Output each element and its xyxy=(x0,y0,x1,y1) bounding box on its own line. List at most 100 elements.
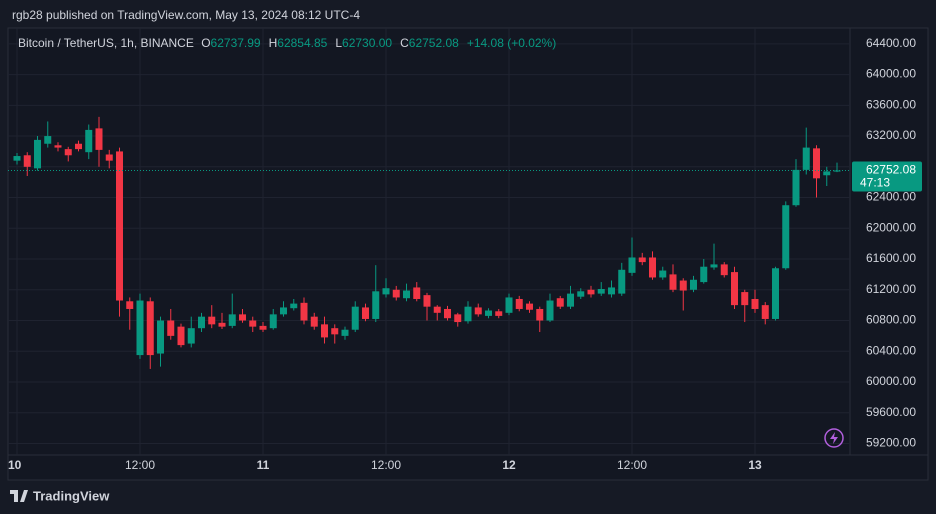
candle-body xyxy=(772,268,779,319)
candle-body xyxy=(782,205,790,269)
candle-body xyxy=(823,171,831,176)
y-tick-label: 61600.00 xyxy=(866,251,916,265)
alert-icon[interactable] xyxy=(824,428,844,448)
candle-body xyxy=(116,151,123,301)
candle-body xyxy=(85,129,93,153)
candle-body xyxy=(433,306,441,313)
candle-body xyxy=(239,314,246,321)
x-tick-label: 12:00 xyxy=(371,458,401,472)
candle-body xyxy=(259,325,267,330)
candle-body xyxy=(341,329,349,336)
candle-body xyxy=(690,279,697,290)
y-tick-label: 60400.00 xyxy=(866,343,916,357)
alert-bolt xyxy=(830,432,838,444)
candle-body xyxy=(44,136,52,144)
candle-body xyxy=(187,328,195,344)
candle-body xyxy=(741,292,749,306)
candle-body xyxy=(577,291,585,297)
ohlc-item: H62854.85 xyxy=(269,36,332,50)
candle-body xyxy=(13,156,21,161)
candle-body xyxy=(423,295,431,307)
candle-body xyxy=(300,302,308,321)
candle-body xyxy=(167,320,175,336)
candle-body xyxy=(177,326,185,346)
countdown: 47:13 xyxy=(860,176,890,190)
y-tick-label: 61200.00 xyxy=(866,282,916,296)
y-tick-label: 62400.00 xyxy=(866,190,916,204)
candle-body xyxy=(54,145,62,148)
candle-body xyxy=(105,154,113,161)
candle-body xyxy=(505,297,513,313)
candle-body xyxy=(464,306,472,322)
candle-body xyxy=(761,305,769,319)
candle-body xyxy=(269,314,277,329)
candle-body xyxy=(638,257,646,263)
last-price-label: 62752.08 xyxy=(866,163,916,177)
ohlc-value: 62737.99 xyxy=(210,36,261,50)
x-tick-label: 11 xyxy=(257,458,270,472)
candle-body xyxy=(731,272,738,306)
candle-body xyxy=(618,269,626,294)
y-tick-label: 63600.00 xyxy=(866,97,916,111)
ohlc-label: H xyxy=(268,36,278,50)
candle-body xyxy=(751,298,759,309)
candle-body xyxy=(659,270,667,278)
candle-body xyxy=(218,322,226,327)
candle-body xyxy=(649,257,656,278)
symbol: Bitcoin / TetherUS, 1h, BINANCE xyxy=(18,36,194,50)
candle-body xyxy=(249,320,257,327)
candle-body xyxy=(351,306,359,330)
candle-body xyxy=(403,290,410,299)
ohlc-item: C62752.08 xyxy=(400,36,463,50)
ohlc-value: 62752.08 xyxy=(408,36,459,50)
candle-body xyxy=(310,316,318,327)
ohlc-label: O xyxy=(201,36,211,50)
ohlc-item: L62730.00 xyxy=(335,36,396,50)
candle-body xyxy=(515,298,523,309)
candle-body xyxy=(126,301,134,309)
ohlc-label: C xyxy=(400,36,409,50)
ohlc-label: L xyxy=(335,36,343,50)
candle-body xyxy=(146,301,154,356)
candle-body xyxy=(556,298,564,307)
candle-body xyxy=(392,289,400,298)
y-tick-label: 59200.00 xyxy=(866,436,916,450)
candle-body xyxy=(34,139,41,169)
candle-body xyxy=(526,303,533,310)
candle-body xyxy=(362,307,369,319)
candle-body xyxy=(710,264,718,268)
candle-body xyxy=(700,266,708,283)
logo xyxy=(10,490,28,502)
candle-body xyxy=(157,320,164,354)
y-tick-label: 60800.00 xyxy=(866,313,916,327)
candle-body xyxy=(792,169,800,206)
candle-body xyxy=(95,128,103,150)
y-tick-label: 62000.00 xyxy=(866,220,916,234)
ohlc-value: 62854.85 xyxy=(277,36,328,50)
y-tick-label: 64000.00 xyxy=(866,67,916,81)
candle-body xyxy=(136,300,144,356)
publisher: rgb28 published on TradingView.com, May … xyxy=(12,8,360,22)
x-tick-label: 10 xyxy=(8,458,22,472)
candle-body xyxy=(608,287,615,295)
candles xyxy=(13,116,841,369)
x-tick-label: 12:00 xyxy=(617,458,647,472)
candle-body xyxy=(833,170,841,172)
y-tick-label: 60000.00 xyxy=(866,374,916,388)
candle-body xyxy=(372,291,380,319)
x-tick-label: 13 xyxy=(748,458,762,472)
candle-body xyxy=(597,288,605,294)
candle-body xyxy=(280,307,287,315)
candle-body xyxy=(444,308,451,319)
y-tick-label: 63200.00 xyxy=(866,128,916,142)
chart-frame xyxy=(7,27,929,481)
candle-body xyxy=(669,274,677,290)
change: +14.08 (+0.02%) xyxy=(466,36,557,50)
candle-body xyxy=(382,288,390,295)
candle-body xyxy=(587,289,595,295)
candle-body xyxy=(23,155,31,167)
symbol-info: Bitcoin / TetherUS, 1h, BINANCE O62737.9… xyxy=(18,36,560,50)
candle-body xyxy=(331,328,339,335)
candle-body xyxy=(813,148,820,179)
